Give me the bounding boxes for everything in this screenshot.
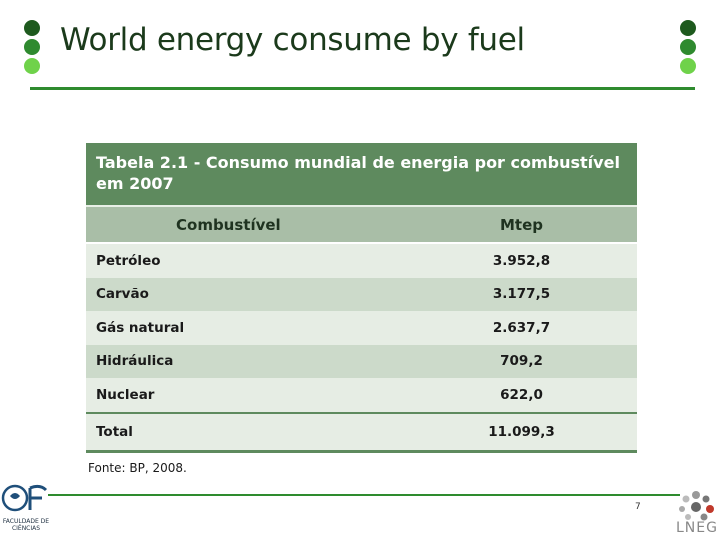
table-total-row: Total 11.099,3	[86, 411, 637, 453]
row-fuel: Hidráulica	[96, 353, 174, 370]
row-value: 709,2	[500, 353, 543, 370]
decorative-dots-right	[680, 20, 698, 77]
lneg-logo-text: LNEG	[676, 520, 718, 536]
decorative-dots-left	[24, 20, 42, 77]
table-row: Carvão 3.177,5	[86, 277, 637, 311]
dot-dark	[24, 20, 40, 36]
dot-light	[680, 58, 696, 74]
table-row: Nuclear 622,0	[86, 378, 637, 412]
table-row: Petróleo 3.952,8	[86, 244, 637, 278]
row-fuel: Carvão	[96, 286, 149, 303]
row-value: 3.952,8	[492, 252, 551, 269]
total-value: 11.099,3	[488, 423, 555, 440]
title-divider	[30, 87, 695, 90]
row-value: 3.177,5	[492, 286, 551, 303]
table-header-row: Combustível Mtep	[86, 205, 637, 244]
dot-light	[24, 58, 40, 74]
slide-title: World energy consume by fuel	[60, 22, 525, 58]
page-number: 7	[635, 502, 641, 512]
total-label: Total	[96, 423, 133, 440]
dot-mid	[24, 39, 40, 55]
row-fuel: Nuclear	[96, 386, 155, 403]
lneg-logo-icon	[679, 491, 714, 521]
table-caption: Tabela 2.1 - Consumo mundial de energia …	[86, 143, 637, 205]
dot-mid	[680, 39, 696, 55]
row-value: 2.637,7	[492, 319, 551, 336]
row-value: 622,0	[500, 386, 543, 403]
table-source: Fonte: BP, 2008.	[88, 460, 187, 475]
dot-dark	[680, 20, 696, 36]
faculdade-logo-text: FACULDADE DE CIÊNCIAS	[2, 518, 50, 532]
footer-divider	[48, 494, 680, 496]
row-fuel: Gás natural	[96, 319, 185, 336]
table-row: Hidráulica 709,2	[86, 344, 637, 378]
faculdade-ciencias-logo-icon	[1, 484, 48, 512]
table-row: Gás natural 2.637,7	[86, 311, 637, 345]
row-fuel: Petróleo	[96, 252, 161, 269]
header-mtep: Mtep	[499, 215, 543, 234]
energy-table: Tabela 2.1 - Consumo mundial de energia …	[86, 143, 637, 475]
header-fuel: Combustível	[176, 215, 281, 234]
